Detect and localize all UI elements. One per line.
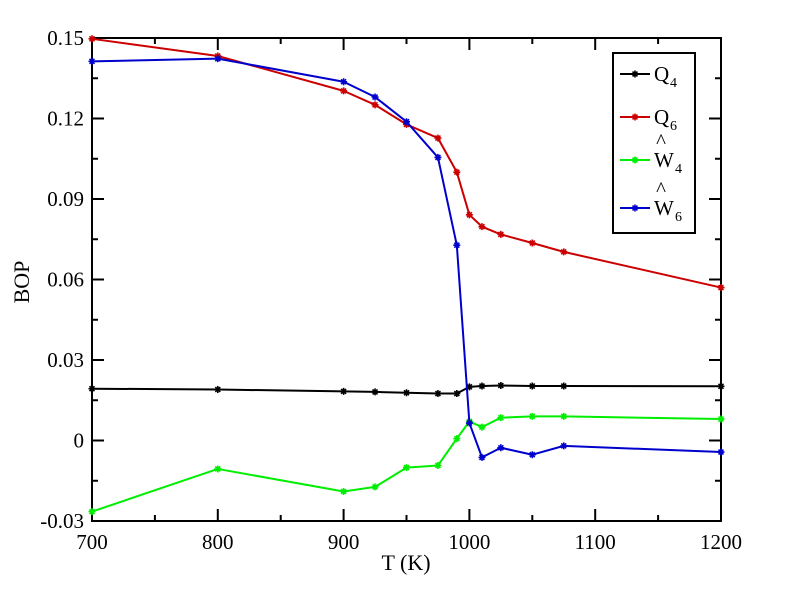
axis-ticks: 700 800 900 1000 1100 1200 -0.03 0 0.03 0.06 0.09 0…: [40, 26, 742, 554]
series-Q6: [88, 35, 725, 292]
series-Q4: [88, 381, 725, 398]
x-tick-label: 1200: [700, 530, 742, 554]
data-point: [403, 389, 410, 397]
data-point: [434, 153, 442, 161]
series-W4: [88, 412, 725, 516]
data-point: [465, 383, 473, 391]
data-point: [214, 386, 222, 394]
data-point: [478, 423, 486, 431]
data-point: [717, 382, 725, 390]
data-point: [403, 118, 410, 126]
y-tick-label: 0.03: [47, 348, 84, 372]
data-point: [453, 435, 461, 443]
data-point: [478, 223, 486, 231]
y-tick-label: 0: [74, 429, 85, 453]
y-tick-label: 0.15: [47, 26, 84, 50]
data-point: [88, 385, 96, 393]
legend-hat: ^: [656, 177, 666, 201]
data-point: [478, 382, 486, 390]
data-point: [434, 390, 442, 398]
data-point: [453, 390, 461, 398]
data-point: [717, 284, 725, 292]
legend-label: Q: [654, 105, 669, 129]
data-point: [214, 465, 222, 473]
legend-subscript: 6: [670, 119, 677, 134]
data-point: [371, 101, 379, 109]
legend-subscript: 4: [670, 76, 677, 91]
data-point: [560, 412, 568, 420]
legend-item-W4: ^W 4: [620, 129, 682, 177]
data-point: [465, 419, 473, 427]
x-tick-label: 800: [202, 530, 234, 554]
data-point: [403, 464, 410, 472]
x-tick-label: 900: [328, 530, 360, 554]
data-point: [528, 239, 536, 247]
data-point: [88, 35, 96, 43]
legend-label: W: [654, 196, 674, 220]
data-point: [214, 55, 222, 63]
legend-marker: [631, 70, 639, 78]
data-point: [528, 382, 536, 390]
data-point: [371, 388, 379, 396]
data-point: [371, 483, 379, 491]
x-tick-label: 700: [76, 530, 108, 554]
legend-subscript: 6: [675, 210, 682, 225]
data-point: [560, 248, 568, 256]
data-point: [340, 78, 348, 86]
data-point: [340, 387, 348, 395]
legend-label: Q: [654, 62, 669, 86]
y-tick-label: 0.12: [47, 107, 84, 131]
series-layer: [88, 35, 725, 516]
x-tick-label: 1100: [575, 530, 616, 554]
legend-box: [612, 52, 696, 234]
series-W6: [88, 55, 725, 461]
data-point: [453, 241, 461, 249]
data-point: [560, 382, 568, 390]
legend-label: W: [654, 148, 674, 172]
legend: Q 4Q 6^W 4^W 6: [612, 52, 696, 234]
data-point: [88, 508, 96, 516]
data-point: [371, 93, 379, 101]
data-point: [717, 448, 725, 456]
data-point: [340, 87, 348, 95]
data-point: [478, 453, 486, 461]
y-tick-label: -0.03: [40, 509, 84, 533]
y-tick-label: 0.06: [47, 268, 84, 292]
x-axis-label: T (K): [381, 550, 430, 575]
series-line: [91, 415, 722, 513]
data-point: [340, 487, 348, 495]
data-point: [453, 168, 461, 176]
data-point: [717, 415, 725, 423]
data-point: [434, 461, 442, 469]
data-point: [88, 57, 96, 65]
data-point: [528, 451, 536, 459]
data-point: [434, 134, 442, 142]
data-point: [528, 412, 536, 420]
data-point: [497, 444, 505, 452]
data-point: [497, 414, 505, 422]
legend-subscript: 4: [675, 162, 682, 177]
y-tick-label: 0.09: [47, 187, 84, 211]
legend-item-W6: ^W 6: [620, 177, 682, 225]
data-point: [497, 230, 505, 238]
x-tick-label: 1000: [448, 530, 490, 554]
data-point: [465, 211, 473, 219]
legend-marker: [631, 156, 639, 164]
legend-marker: [631, 113, 639, 121]
legend-marker: [631, 204, 639, 212]
data-point: [497, 381, 505, 389]
data-point: [560, 442, 568, 450]
y-axis-label: BOP: [9, 261, 34, 304]
legend-hat: ^: [656, 129, 666, 153]
